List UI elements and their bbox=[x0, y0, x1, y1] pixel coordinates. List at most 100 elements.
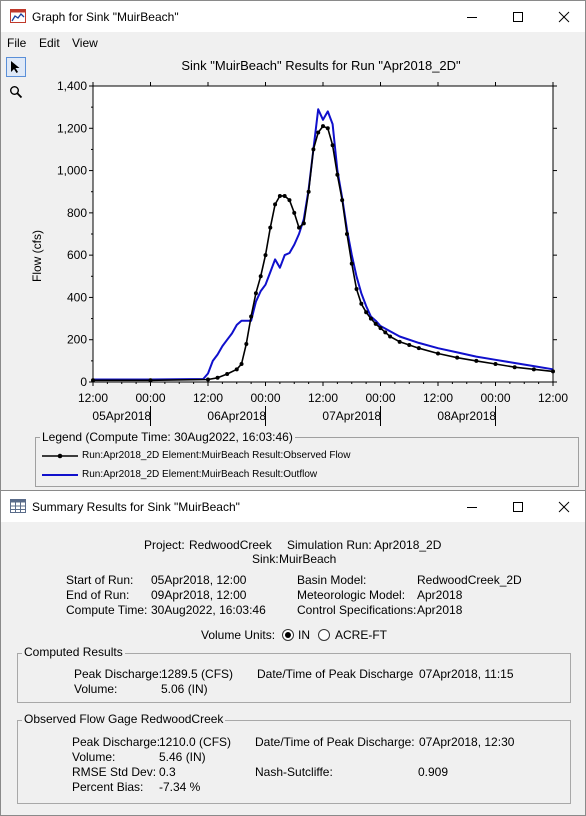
observed-volume-value: 5.46 (IN) bbox=[159, 750, 206, 764]
observed-flow-point bbox=[340, 198, 345, 203]
observed-flow-point bbox=[383, 330, 388, 335]
flow-chart[interactable]: Sink "MuirBeach" Results for Run "Apr201… bbox=[1, 1, 586, 437]
magnifier-icon bbox=[10, 86, 23, 99]
computed-peak-discharge-value: 1289.5 (CFS) bbox=[161, 667, 234, 681]
close-button[interactable] bbox=[541, 1, 586, 32]
x-tick-label: 12:00 bbox=[308, 391, 338, 405]
observed-flow-point bbox=[277, 193, 282, 198]
x-tick-label: 12:00 bbox=[78, 391, 108, 405]
observed-flow-point bbox=[354, 286, 359, 291]
menu-view[interactable]: View bbox=[72, 36, 98, 50]
maximize-icon bbox=[513, 502, 523, 512]
basin-model-label: Basin Model: bbox=[297, 573, 367, 587]
x-tick-label: 00:00 bbox=[250, 391, 280, 405]
graph-titlebar[interactable]: Graph for Sink "MuirBeach" bbox=[1, 1, 585, 32]
computed-peak-time-value: 07Apr2018, 11:15 bbox=[419, 667, 514, 681]
project-label: Project: bbox=[144, 538, 185, 552]
plot-area bbox=[92, 85, 554, 383]
menu-bar: File Edit View bbox=[1, 32, 585, 53]
observed-flow-point bbox=[91, 378, 95, 383]
maximize-icon bbox=[513, 12, 523, 22]
computed-volume-value: 5.06 (IN) bbox=[161, 682, 208, 696]
observed-flow-point bbox=[253, 291, 258, 296]
summary-window: Summary Results for Sink "MuirBeach" Pro… bbox=[0, 490, 586, 816]
y-axis-label: Flow (cfs) bbox=[30, 230, 44, 282]
pointer-tool-button[interactable] bbox=[6, 57, 26, 77]
observed-flow-point bbox=[344, 232, 349, 236]
summary-close-button[interactable] bbox=[541, 491, 586, 522]
observed-flow-point bbox=[373, 321, 378, 326]
computed-peak-time-label: Date/Time of Peak Discharge bbox=[257, 667, 414, 681]
date-label: 06Apr2018 bbox=[207, 409, 266, 423]
observed-peak-time-label: Date/Time of Peak Discharge: bbox=[255, 735, 415, 749]
control-specifications-value: Apr2018 bbox=[417, 603, 463, 617]
graph-window-icon bbox=[10, 9, 26, 23]
date-label: 08Apr2018 bbox=[437, 409, 496, 423]
observed-flow-point bbox=[268, 225, 273, 230]
maximize-button[interactable] bbox=[495, 1, 541, 32]
observed-flow-point bbox=[368, 316, 373, 321]
observed-flow-point bbox=[364, 310, 369, 315]
minimize-button[interactable] bbox=[449, 1, 495, 32]
volume-units-in-label[interactable]: IN bbox=[298, 628, 310, 642]
observed-flow-group: Observed Flow Gage RedwoodCreek Peak Dis… bbox=[17, 712, 571, 804]
observed-flow-point bbox=[297, 225, 302, 230]
x-tick-label: 00:00 bbox=[135, 391, 165, 405]
observed-flow-point bbox=[215, 375, 220, 380]
observed-flow-point bbox=[474, 358, 479, 363]
observed-flow-point bbox=[234, 367, 239, 372]
percent-bias-label: Percent Bias: bbox=[72, 780, 144, 794]
observed-flow-point bbox=[325, 126, 330, 131]
observed-flow-point bbox=[206, 377, 210, 382]
observed-flow-point bbox=[493, 362, 498, 367]
nash-sutcliffe-value: 0.909 bbox=[418, 765, 449, 779]
observed-flow-point bbox=[378, 326, 383, 331]
observed-flow-point bbox=[330, 143, 335, 148]
meteorologic-model-value: Apr2018 bbox=[417, 588, 463, 602]
menu-edit[interactable]: Edit bbox=[39, 36, 60, 50]
volume-units-acre-ft-radio[interactable] bbox=[318, 629, 330, 641]
x-tick-label: 12:00 bbox=[423, 391, 453, 405]
y-tick-label: 0 bbox=[80, 375, 87, 389]
observed-flow-point bbox=[551, 369, 555, 374]
outflow-swatch bbox=[42, 474, 78, 476]
observed-flow-point bbox=[282, 193, 287, 198]
observed-flow-point bbox=[316, 130, 321, 135]
end-of-run-label: End of Run: bbox=[66, 588, 130, 602]
percent-bias-value: -7.34 % bbox=[159, 780, 201, 794]
sink-label: Sink: bbox=[252, 552, 279, 566]
volume-units-in-radio[interactable] bbox=[282, 629, 294, 641]
observed-flow-point bbox=[292, 210, 297, 215]
x-tick-label: 12:00 bbox=[193, 391, 223, 405]
observed-flow-point bbox=[225, 371, 230, 376]
y-tick-label: 200 bbox=[67, 333, 87, 347]
simulation-run-value: Apr2018_2D bbox=[374, 538, 442, 552]
summary-window-title: Summary Results for Sink "MuirBeach" bbox=[32, 500, 240, 514]
observed-flow-point bbox=[436, 351, 440, 356]
chart-title: Sink "MuirBeach" Results for Run "Apr201… bbox=[181, 58, 461, 73]
volume-units-acre-ft-label[interactable]: ACRE-FT bbox=[335, 628, 387, 642]
x-tick-label: 00:00 bbox=[365, 391, 395, 405]
project-value: RedwoodCreek bbox=[189, 538, 272, 552]
minimize-icon bbox=[467, 17, 477, 18]
y-tick-label: 1,200 bbox=[57, 121, 87, 135]
start-of-run-label: Start of Run: bbox=[66, 573, 134, 587]
date-label: 07Apr2018 bbox=[322, 409, 381, 423]
volume-units-label: Volume Units: bbox=[201, 628, 276, 642]
computed-volume-label: Volume: bbox=[74, 682, 118, 696]
zoom-tool-button[interactable] bbox=[6, 83, 26, 103]
observed-flow-point bbox=[258, 274, 263, 279]
observed-flow-point bbox=[244, 341, 249, 346]
observed-flow-point bbox=[335, 172, 340, 177]
y-tick-label: 1,000 bbox=[57, 164, 87, 178]
control-specifications-label: Control Specifications: bbox=[297, 603, 417, 617]
summary-minimize-button[interactable] bbox=[449, 491, 495, 522]
summary-titlebar[interactable]: Summary Results for Sink "MuirBeach" bbox=[1, 491, 585, 522]
observed-flow-point bbox=[239, 362, 244, 367]
summary-maximize-button[interactable] bbox=[495, 491, 541, 522]
rmse-std-dev-value: 0.3 bbox=[159, 765, 176, 779]
simulation-run-label: Simulation Run: bbox=[287, 538, 372, 552]
computed-results-group: Computed Results Peak Discharge: 1289.5 … bbox=[17, 645, 571, 703]
graph-window-title: Graph for Sink "MuirBeach" bbox=[32, 10, 179, 24]
menu-file[interactable]: File bbox=[7, 36, 27, 50]
